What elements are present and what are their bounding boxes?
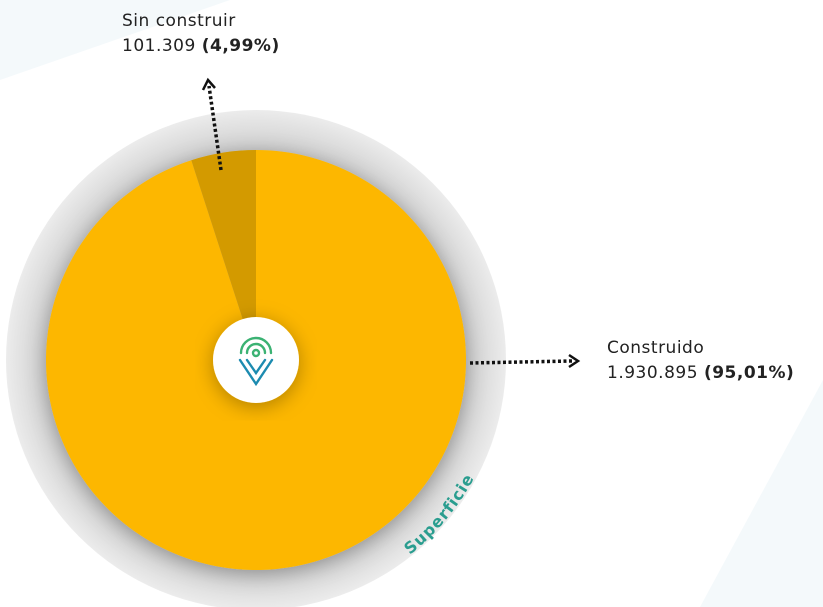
center-circle [213,317,299,403]
pie-slice [191,150,256,360]
percentage-text: (95,01%) [704,363,794,383]
category-label: Sin construir [122,11,236,31]
arrow-sin-construir [201,77,223,171]
background-shape [700,380,823,607]
percentage-text: (4,99%) [202,36,280,56]
value-label: 101.309 (4,99%) [122,36,280,56]
value-text: 1.930.895 [607,363,698,383]
value-label: 1.930.895 (95,01%) [607,363,794,383]
value-text: 101.309 [122,36,196,56]
logo-icon [238,336,274,387]
arrow-construido [469,353,581,369]
category-label: Construido [607,338,704,358]
background-shape [0,0,230,80]
